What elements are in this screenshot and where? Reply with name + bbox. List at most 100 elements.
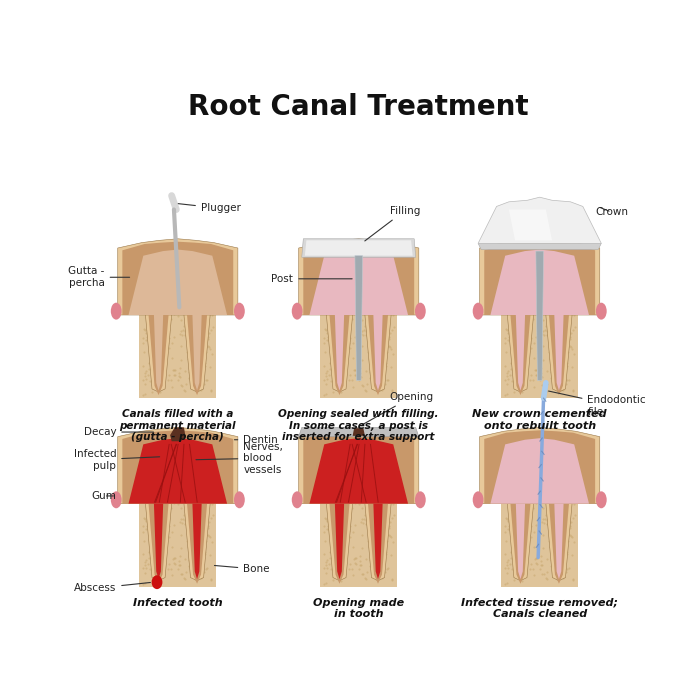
Text: Nerves,
blood
vessels: Nerves, blood vessels bbox=[196, 442, 283, 475]
Text: Infected tooth: Infected tooth bbox=[133, 598, 223, 608]
Text: New crown cemented
onto rebuilt tooth: New crown cemented onto rebuilt tooth bbox=[473, 409, 607, 430]
PathPatch shape bbox=[139, 492, 216, 587]
Text: Opening: Opening bbox=[363, 392, 434, 424]
Ellipse shape bbox=[415, 491, 426, 508]
PathPatch shape bbox=[139, 304, 216, 398]
PathPatch shape bbox=[546, 504, 572, 581]
PathPatch shape bbox=[146, 315, 172, 392]
PathPatch shape bbox=[491, 438, 589, 504]
PathPatch shape bbox=[170, 428, 186, 441]
PathPatch shape bbox=[373, 504, 383, 579]
Text: Gum: Gum bbox=[91, 491, 116, 501]
PathPatch shape bbox=[335, 315, 344, 391]
Ellipse shape bbox=[596, 491, 607, 508]
PathPatch shape bbox=[484, 430, 595, 504]
Text: Opening made
in tooth: Opening made in tooth bbox=[313, 598, 405, 620]
Text: Bone: Bone bbox=[214, 564, 270, 574]
Ellipse shape bbox=[596, 302, 607, 320]
PathPatch shape bbox=[148, 315, 169, 395]
Ellipse shape bbox=[292, 302, 302, 320]
PathPatch shape bbox=[549, 315, 569, 395]
PathPatch shape bbox=[480, 428, 600, 504]
Ellipse shape bbox=[292, 491, 302, 508]
PathPatch shape bbox=[129, 438, 227, 504]
PathPatch shape bbox=[299, 428, 419, 437]
Text: Canals filled with a
permanent material
(gutta - percha): Canals filled with a permanent material … bbox=[120, 409, 236, 442]
PathPatch shape bbox=[335, 504, 344, 579]
PathPatch shape bbox=[299, 428, 419, 504]
PathPatch shape bbox=[303, 430, 414, 504]
Ellipse shape bbox=[111, 302, 122, 320]
PathPatch shape bbox=[373, 315, 383, 391]
PathPatch shape bbox=[326, 315, 353, 392]
PathPatch shape bbox=[303, 241, 414, 315]
PathPatch shape bbox=[554, 504, 564, 579]
PathPatch shape bbox=[118, 239, 238, 315]
PathPatch shape bbox=[122, 430, 233, 504]
PathPatch shape bbox=[478, 244, 601, 250]
Text: Dentin: Dentin bbox=[234, 435, 278, 444]
PathPatch shape bbox=[508, 504, 533, 581]
PathPatch shape bbox=[480, 239, 600, 315]
Text: Infected
pulp: Infected pulp bbox=[74, 449, 160, 470]
PathPatch shape bbox=[516, 504, 525, 579]
PathPatch shape bbox=[510, 504, 531, 584]
Text: Gutta -
percha: Gutta - percha bbox=[69, 267, 130, 288]
PathPatch shape bbox=[355, 256, 363, 381]
PathPatch shape bbox=[187, 315, 207, 395]
Text: Opening sealed with filling.
In some cases, a post is
inserted for extra support: Opening sealed with filling. In some cas… bbox=[279, 409, 439, 442]
PathPatch shape bbox=[491, 250, 589, 315]
PathPatch shape bbox=[353, 428, 365, 436]
Ellipse shape bbox=[473, 491, 484, 508]
PathPatch shape bbox=[546, 315, 572, 392]
PathPatch shape bbox=[484, 241, 595, 315]
Text: Endodontic
file: Endodontic file bbox=[549, 391, 646, 416]
PathPatch shape bbox=[368, 315, 388, 395]
Text: Crown: Crown bbox=[595, 207, 628, 217]
PathPatch shape bbox=[326, 504, 353, 581]
Text: Infected tissue removed;
Canals cleaned: Infected tissue removed; Canals cleaned bbox=[461, 598, 618, 620]
Text: Plugger: Plugger bbox=[178, 204, 241, 214]
Ellipse shape bbox=[234, 302, 245, 320]
PathPatch shape bbox=[368, 504, 388, 584]
Ellipse shape bbox=[234, 491, 245, 508]
PathPatch shape bbox=[122, 241, 233, 315]
PathPatch shape bbox=[299, 239, 419, 315]
PathPatch shape bbox=[302, 239, 416, 258]
PathPatch shape bbox=[309, 250, 408, 315]
PathPatch shape bbox=[321, 492, 398, 587]
Ellipse shape bbox=[152, 575, 162, 589]
PathPatch shape bbox=[509, 209, 552, 240]
PathPatch shape bbox=[118, 428, 238, 504]
PathPatch shape bbox=[365, 315, 391, 392]
PathPatch shape bbox=[536, 251, 543, 381]
PathPatch shape bbox=[184, 315, 210, 392]
PathPatch shape bbox=[501, 492, 578, 587]
PathPatch shape bbox=[305, 240, 413, 256]
Ellipse shape bbox=[473, 302, 484, 320]
PathPatch shape bbox=[193, 504, 202, 579]
Text: Filling: Filling bbox=[365, 206, 420, 241]
PathPatch shape bbox=[365, 504, 391, 581]
Ellipse shape bbox=[415, 302, 426, 320]
PathPatch shape bbox=[193, 315, 202, 391]
PathPatch shape bbox=[321, 304, 398, 398]
PathPatch shape bbox=[549, 504, 569, 584]
PathPatch shape bbox=[478, 197, 601, 244]
Text: Post: Post bbox=[272, 274, 352, 284]
PathPatch shape bbox=[510, 315, 531, 395]
PathPatch shape bbox=[146, 504, 172, 581]
PathPatch shape bbox=[508, 315, 533, 392]
PathPatch shape bbox=[154, 315, 163, 391]
PathPatch shape bbox=[154, 504, 163, 579]
Ellipse shape bbox=[111, 491, 122, 508]
PathPatch shape bbox=[187, 504, 207, 584]
Text: Root Canal Treatment: Root Canal Treatment bbox=[188, 93, 529, 121]
PathPatch shape bbox=[330, 504, 349, 584]
PathPatch shape bbox=[554, 315, 564, 391]
PathPatch shape bbox=[501, 304, 578, 398]
PathPatch shape bbox=[309, 438, 408, 504]
PathPatch shape bbox=[129, 250, 227, 315]
PathPatch shape bbox=[184, 504, 210, 581]
PathPatch shape bbox=[516, 315, 525, 391]
